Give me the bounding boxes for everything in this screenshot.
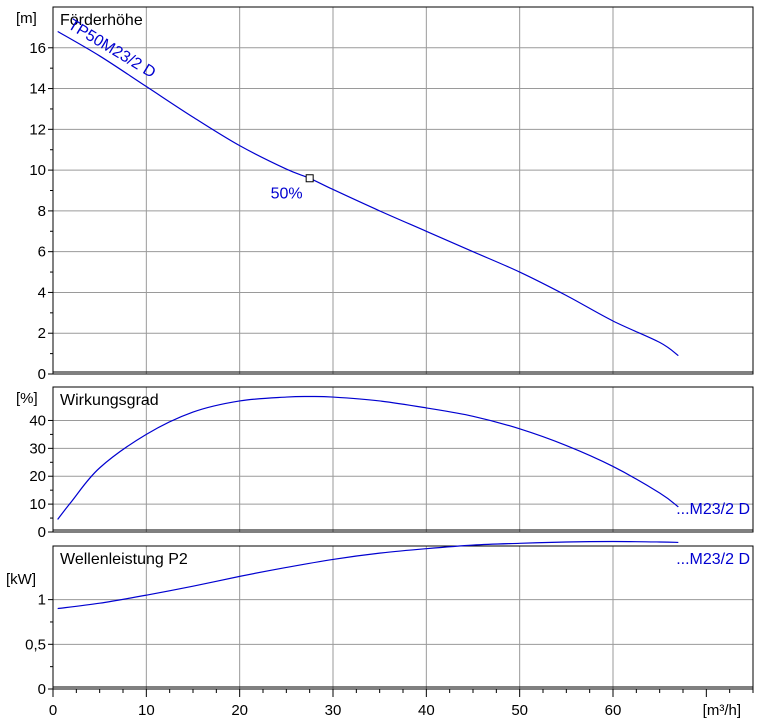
x-tick-label: 60 [605,702,622,719]
y-tick-label: 0 [38,524,46,541]
y-tick-label: 2 [38,325,46,342]
y-tick-label: 0 [38,366,46,383]
series-line [57,30,679,357]
series-label: ...M23/2 D [676,551,750,568]
x-tick-label: 30 [325,702,342,719]
panel-title: Wirkungsgrad [60,392,159,409]
y-tick-label: 20 [29,468,46,485]
y-unit-label: [%] [16,390,38,407]
y-unit-label: [m] [16,10,37,27]
panel-frame [52,6,754,375]
panel-title: Förderhöhe [60,12,143,29]
x-tick-label: 20 [231,702,248,719]
x-axis: 0 10 20 30 40 50 60 [m³/h] [49,689,754,719]
y-tick-label: 40 [29,412,46,429]
x-tick-label: 50 [511,702,528,719]
x-tick-label: 0 [49,702,57,719]
y-unit-label: [kW] [6,571,36,588]
panel-title: Wellenleistung P2 [60,551,188,568]
y-tick-label: 30 [29,440,46,457]
efficiency-panel: 0 10 20 30 40 [%] Wirkungsgrad ...M23/2 D [16,386,754,541]
x-tick-label: 10 [138,702,155,719]
series-line [57,540,679,610]
x-tick-label: 40 [418,702,435,719]
y-tick-label: 10 [29,162,46,179]
panel-frame [52,386,754,533]
y-tick-label: 6 [38,244,46,261]
y-tick-label: 16 [29,40,46,57]
y-tick-label: 4 [38,284,46,301]
series-label: ...M23/2 D [676,501,750,518]
y-tick-label: 14 [29,81,46,98]
y-tick-label: 8 [38,203,46,220]
y-tick-label: 12 [29,121,46,138]
marker-label: 50% [271,185,303,202]
series-line [57,395,679,520]
y-tick-label: 10 [29,496,46,513]
y-tick-label: 0,5 [25,636,46,653]
y-tick-label: 0 [38,681,46,698]
power-panel: 0 0,5 1[kW] Wellenleistung P2 ...M23/2 D [6,540,754,698]
operating-point-marker [305,174,314,183]
x-unit-label: [m³/h] [703,702,741,719]
y-tick-label: 1 [38,592,46,609]
